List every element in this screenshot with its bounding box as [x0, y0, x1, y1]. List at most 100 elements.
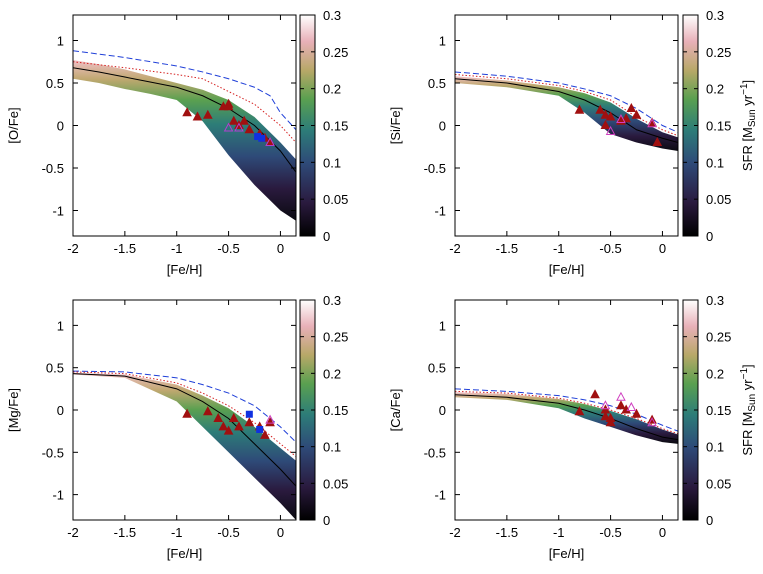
plot-area [455, 71, 678, 151]
y-tick-label: -0.5 [424, 161, 446, 176]
colorbar-tick-label: 0 [706, 513, 713, 528]
x-axis-label: [Fe/H] [167, 262, 202, 277]
obs-triangle [605, 111, 616, 121]
obs-triangle [265, 417, 275, 427]
model-band [455, 392, 678, 444]
y-axis-label: [O/Fe] [6, 107, 21, 143]
obs-triangle [600, 119, 611, 129]
colorbar-tick-label: 0.15 [706, 403, 731, 418]
obs-triangle [574, 406, 585, 416]
plot-area [73, 50, 296, 221]
colorbar-tick-label: 0.25 [706, 45, 731, 60]
colorbar-tick-label: 0.15 [706, 119, 731, 134]
colorbar-label-part: −1 [739, 83, 750, 95]
obs-square [256, 425, 264, 433]
obs-open-triangle [626, 401, 637, 411]
obs-triangle [228, 115, 239, 125]
obs-triangle [260, 429, 270, 439]
obs-open-triangle [616, 391, 626, 401]
y-tick-label: 0 [439, 119, 446, 134]
model-line [455, 71, 678, 133]
y-tick-label: 0.5 [428, 361, 446, 376]
colorbar-tick-label: 0.2 [323, 82, 341, 97]
obs-triangle [590, 389, 600, 399]
colorbar-tick-label: 0.3 [706, 8, 724, 23]
x-axis-label: [Fe/H] [167, 546, 202, 561]
y-axis-label: [Ca/Fe] [388, 389, 403, 432]
y-tick-label: 0 [57, 119, 64, 134]
obs-triangle [631, 109, 642, 119]
model-line [73, 371, 296, 457]
colorbar-tick-label: 0 [323, 513, 330, 528]
colorbar-label-part: ] [740, 80, 755, 84]
obs-triangle [600, 109, 611, 119]
colorbar-tick-label: 0.2 [706, 366, 724, 381]
obs-triangle [239, 115, 249, 125]
obs-triangle [605, 417, 616, 427]
y-tick-label: 0.5 [46, 361, 64, 376]
obs-open-triangle [265, 136, 275, 146]
x-tick-label: -0.5 [217, 241, 239, 256]
x-tick-label: -0.5 [599, 525, 621, 540]
colorbar-tick-label: 0 [706, 229, 713, 244]
y-tick-label: -0.5 [42, 445, 64, 460]
obs-open-triangle [647, 417, 657, 427]
colorbar-label-part: −1 [739, 368, 750, 380]
colorbar-label-part: yr [740, 379, 755, 394]
obs-triangle [218, 421, 229, 431]
y-tick-label: 0 [439, 403, 446, 418]
plot-area [73, 370, 296, 520]
x-tick-label: -2 [67, 525, 79, 540]
model-band [73, 372, 296, 520]
colorbar-label: SFR [MSun yr−1] [739, 364, 758, 455]
x-tick-label: -2 [67, 241, 79, 256]
colorbar-tick-label: 0.15 [323, 403, 348, 418]
obs-triangle [647, 414, 657, 424]
obs-square [254, 133, 262, 141]
obs-triangle [621, 113, 631, 123]
model-line [455, 78, 678, 143]
obs-triangle [223, 425, 234, 435]
obs-triangle [244, 417, 255, 427]
x-tick-label: 0 [659, 525, 666, 540]
colorbar-tick-label: 0.05 [323, 476, 348, 491]
obs-triangle [182, 408, 192, 418]
obs-triangle [600, 411, 611, 421]
y-axis-label: [Mg/Fe] [6, 388, 21, 432]
obs-triangle [574, 104, 585, 114]
colorbar-label-part: yr [740, 94, 755, 109]
obs-open-triangle [616, 113, 626, 124]
x-tick-label: -1.5 [114, 241, 136, 256]
x-tick-label: -1 [553, 241, 565, 256]
colorbar-tick-label: 0.15 [323, 119, 348, 134]
colorbar-tick-label: 0.3 [323, 293, 341, 308]
x-axis-label: [Fe/H] [549, 262, 584, 277]
model-line [455, 390, 678, 435]
y-tick-label: -1 [52, 488, 64, 503]
y-tick-label: -0.5 [424, 445, 446, 460]
obs-triangle [616, 400, 626, 410]
colorbar-label-part: Sun [747, 394, 758, 412]
colorbar-label-part: ] [740, 364, 755, 368]
model-line [455, 394, 678, 441]
x-tick-label: 0 [277, 525, 284, 540]
obs-open-triangle [647, 118, 657, 128]
colorbar-tick-label: 0.3 [706, 293, 724, 308]
obs-open-triangle [600, 400, 611, 410]
x-tick-label: -1.5 [496, 525, 518, 540]
colorbar-tick-label: 0.1 [706, 440, 724, 455]
y-tick-label: 1 [57, 34, 64, 49]
y-tick-label: 0.5 [428, 76, 446, 91]
obs-square [245, 410, 253, 418]
colorbar-tick-label: 0.2 [323, 366, 341, 381]
obs-open-triangle [234, 122, 244, 132]
model-line [73, 61, 296, 143]
x-tick-label: -2 [449, 525, 461, 540]
y-tick-label: 1 [57, 318, 64, 333]
x-tick-label: 0 [659, 241, 666, 256]
colorbar-tick-label: 0.1 [323, 440, 341, 455]
colorbar-label-part: SFR [M [740, 127, 755, 171]
colorbar-label-part: SFR [M [740, 412, 755, 456]
